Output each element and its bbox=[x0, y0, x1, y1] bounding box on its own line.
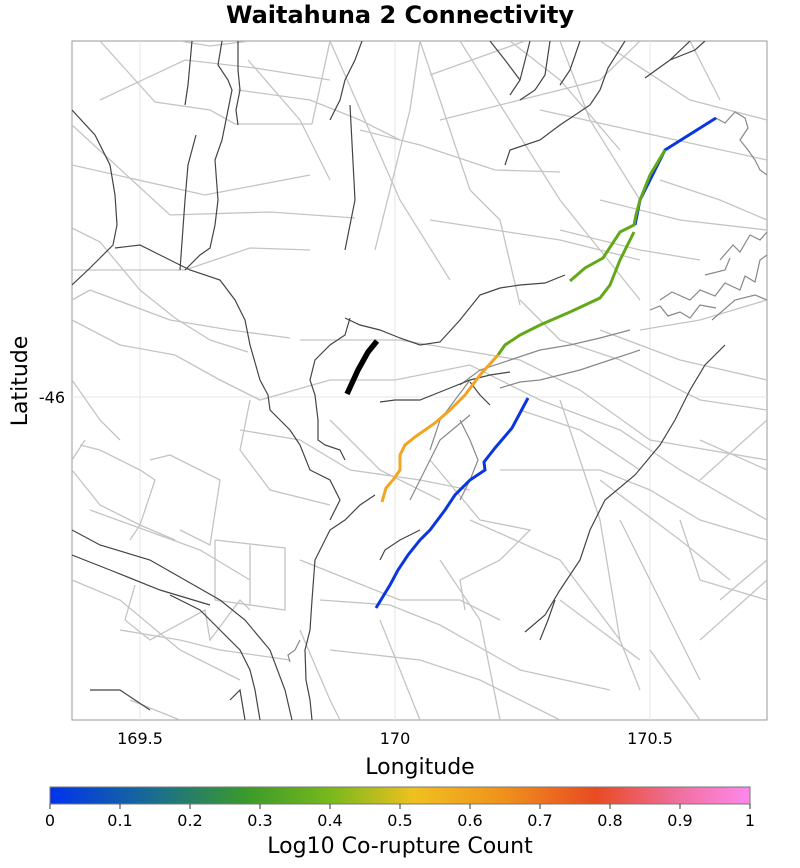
cb-tick-0-9: 0.9 bbox=[667, 811, 692, 830]
rupture-blue-south bbox=[374, 397, 530, 609]
target-fault-waitahuna-2 bbox=[344, 339, 380, 396]
cb-tick-1: 1 bbox=[745, 811, 755, 830]
cb-tick-0: 0 bbox=[45, 811, 55, 830]
rupture-green-main bbox=[496, 231, 636, 356]
cb-tick-0-6: 0.6 bbox=[457, 811, 482, 830]
x-axis-label: Longitude bbox=[365, 755, 474, 780]
map-frame bbox=[71, 40, 768, 721]
colorbar bbox=[49, 786, 751, 805]
x-tick-170-5: 170.5 bbox=[627, 729, 673, 748]
chart-title: Waitahuna 2 Connectivity bbox=[226, 1, 574, 29]
rupture-green bbox=[569, 149, 667, 283]
rupture-orange bbox=[380, 353, 500, 503]
colorbar-ticks bbox=[49, 804, 751, 809]
y-axis-label: Latitude bbox=[8, 336, 33, 427]
cb-tick-0-8: 0.8 bbox=[597, 811, 622, 830]
colorbar-label: Log10 Co-rupture Count bbox=[267, 834, 533, 859]
x-tick-170: 170 bbox=[380, 729, 411, 748]
dark-faults bbox=[72, 41, 726, 720]
cb-tick-0-1: 0.1 bbox=[107, 811, 132, 830]
coastline bbox=[287, 111, 767, 663]
cb-tick-0-5: 0.5 bbox=[387, 811, 412, 830]
cb-tick-0-3: 0.3 bbox=[247, 811, 272, 830]
cb-tick-0-7: 0.7 bbox=[527, 811, 552, 830]
cb-tick-0-4: 0.4 bbox=[317, 811, 342, 830]
cb-tick-0-2: 0.2 bbox=[177, 811, 202, 830]
x-tick-169-5: 169.5 bbox=[117, 729, 163, 748]
y-tick-minus-46: -46 bbox=[39, 388, 65, 407]
